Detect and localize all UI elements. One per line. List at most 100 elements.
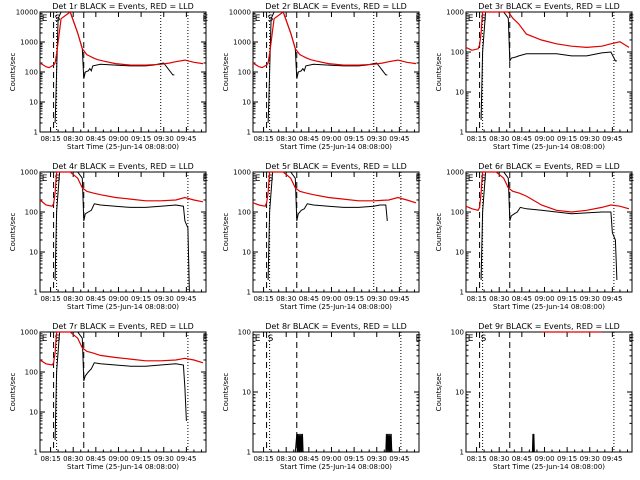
events-series-line — [54, 171, 190, 293]
lld-series-line — [252, 11, 417, 69]
x-tick-label: 09:45 — [176, 455, 196, 463]
plot-frame — [465, 331, 633, 453]
x-tick-label: 09:45 — [389, 135, 409, 143]
detector-panel-4: Det 4r BLACK = Events, RED = LLD 1 10 100 10… — [9, 162, 208, 311]
x-tick-label: 08:45 — [299, 295, 319, 303]
events-series-line — [267, 171, 388, 281]
plot-frame — [465, 11, 633, 133]
x-tick-label: 08:45 — [512, 135, 532, 143]
x-axis-label: Start Time (25-Jun-14 08:08:00) — [280, 463, 392, 471]
plot-frame — [39, 171, 207, 293]
x-tick-label: 09:30 — [154, 295, 174, 303]
y-axis-label: Counts/sec — [9, 373, 17, 412]
panel-title: Det 5r BLACK = Events, RED = LLD — [265, 162, 407, 171]
y-tick-label: 100 — [451, 329, 464, 337]
x-tick-label: 09:00 — [534, 295, 554, 303]
detector-panel-8: Det 8r BLACK = Events, RED = LLD 1 10 100 08… — [222, 322, 421, 471]
panel-title: Det 4r BLACK = Events, RED = LLD — [52, 162, 194, 171]
event-marker-label: S — [55, 174, 61, 184]
y-tick-label: 100 — [25, 369, 38, 377]
event-marker-label: S — [268, 334, 274, 344]
events-series-line — [480, 11, 617, 121]
x-tick-label: 08:15 — [40, 135, 60, 143]
x-tick-label: 09:30 — [154, 135, 174, 143]
panel-title: Det 6r BLACK = Events, RED = LLD — [478, 162, 620, 171]
event-marker-label: E — [628, 174, 634, 184]
y-tick-label: 10 — [242, 99, 251, 107]
event-marker-label: E — [255, 14, 261, 24]
event-marker-label: E — [255, 334, 261, 344]
y-tick-label: 10 — [29, 249, 38, 257]
y-axis-label: Counts/sec — [9, 213, 17, 252]
x-tick-label: 08:45 — [512, 455, 532, 463]
x-axis-label: Start Time (25-Jun-14 08:08:00) — [280, 303, 392, 311]
x-tick-label: 08:30 — [276, 295, 296, 303]
detector-panel-3: Det 3r BLACK = Events, RED = LLD 1 10 100 10… — [435, 2, 634, 151]
y-axis-label: Counts/sec — [9, 53, 17, 92]
y-tick-label: 1 — [460, 449, 464, 457]
x-tick-label: 09:15 — [344, 455, 364, 463]
x-tick-label: 09:30 — [367, 295, 387, 303]
y-tick-label: 100 — [238, 69, 251, 77]
y-tick-label: 10 — [455, 89, 464, 97]
y-tick-label: 1 — [460, 289, 464, 297]
x-tick-label: 09:30 — [367, 455, 387, 463]
x-tick-label: 08:30 — [63, 455, 83, 463]
y-tick-label: 10000 — [16, 9, 38, 17]
x-tick-label: 08:45 — [86, 455, 106, 463]
y-tick-label: 1 — [247, 289, 251, 297]
event-marker-label: E — [42, 334, 48, 344]
x-tick-label: 08:45 — [299, 455, 319, 463]
lld-series-line — [465, 11, 630, 51]
events-series-line — [54, 331, 187, 441]
events-series-line — [294, 433, 393, 453]
x-tick-label: 09:30 — [580, 455, 600, 463]
x-tick-label: 08:45 — [512, 295, 532, 303]
y-tick-label: 1000 — [446, 9, 464, 17]
y-tick-label: 1000 — [20, 329, 38, 337]
x-tick-label: 08:30 — [489, 135, 509, 143]
y-tick-label: 1 — [34, 289, 38, 297]
detector-panel-5: Det 5r BLACK = Events, RED = LLD 1 10 100 10… — [222, 162, 421, 311]
x-tick-label: 09:15 — [131, 455, 151, 463]
x-tick-label: 08:15 — [40, 295, 60, 303]
event-marker-label: E — [415, 174, 421, 184]
y-tick-label: 1 — [34, 129, 38, 137]
x-tick-label: 09:45 — [389, 455, 409, 463]
y-axis-label: Counts/sec — [222, 53, 230, 92]
event-marker-label: E — [415, 334, 421, 344]
y-tick-label: 10 — [455, 249, 464, 257]
event-marker-label: S — [268, 14, 274, 24]
x-tick-label: 08:45 — [299, 135, 319, 143]
plot-frame — [465, 171, 633, 293]
x-tick-label: 08:30 — [276, 135, 296, 143]
x-axis-label: Start Time (25-Jun-14 08:08:00) — [493, 303, 605, 311]
y-tick-label: 10 — [242, 249, 251, 257]
y-axis-label: Counts/sec — [435, 213, 443, 252]
detector-panel-6: Det 6r BLACK = Events, RED = LLD 1 10 100 10… — [435, 162, 634, 311]
y-axis-label: Counts/sec — [435, 53, 443, 92]
x-tick-label: 09:30 — [367, 135, 387, 143]
y-axis-label: Counts/sec — [222, 373, 230, 412]
y-tick-label: 1000 — [233, 39, 251, 47]
x-tick-label: 09:00 — [108, 455, 128, 463]
x-tick-label: 08:30 — [63, 135, 83, 143]
x-tick-label: 09:30 — [580, 135, 600, 143]
plot-frame — [252, 171, 420, 293]
events-series-line — [267, 11, 388, 124]
x-tick-label: 09:30 — [154, 455, 174, 463]
y-tick-label: 100 — [451, 209, 464, 217]
x-tick-label: 08:30 — [63, 295, 83, 303]
x-tick-label: 09:00 — [108, 295, 128, 303]
x-tick-label: 09:00 — [534, 455, 554, 463]
panel-title: Det 3r BLACK = Events, RED = LLD — [478, 2, 620, 11]
plot-frame — [39, 331, 207, 453]
y-tick-label: 10 — [242, 389, 251, 397]
event-marker-label: S — [55, 334, 61, 344]
panel-title: Det 8r BLACK = Events, RED = LLD — [265, 322, 407, 331]
panel-title: Det 2r BLACK = Events, RED = LLD — [265, 2, 407, 11]
x-tick-label: 08:30 — [489, 295, 509, 303]
x-tick-label: 09:00 — [108, 135, 128, 143]
events-series-line — [480, 171, 618, 281]
event-marker-label: E — [202, 334, 208, 344]
